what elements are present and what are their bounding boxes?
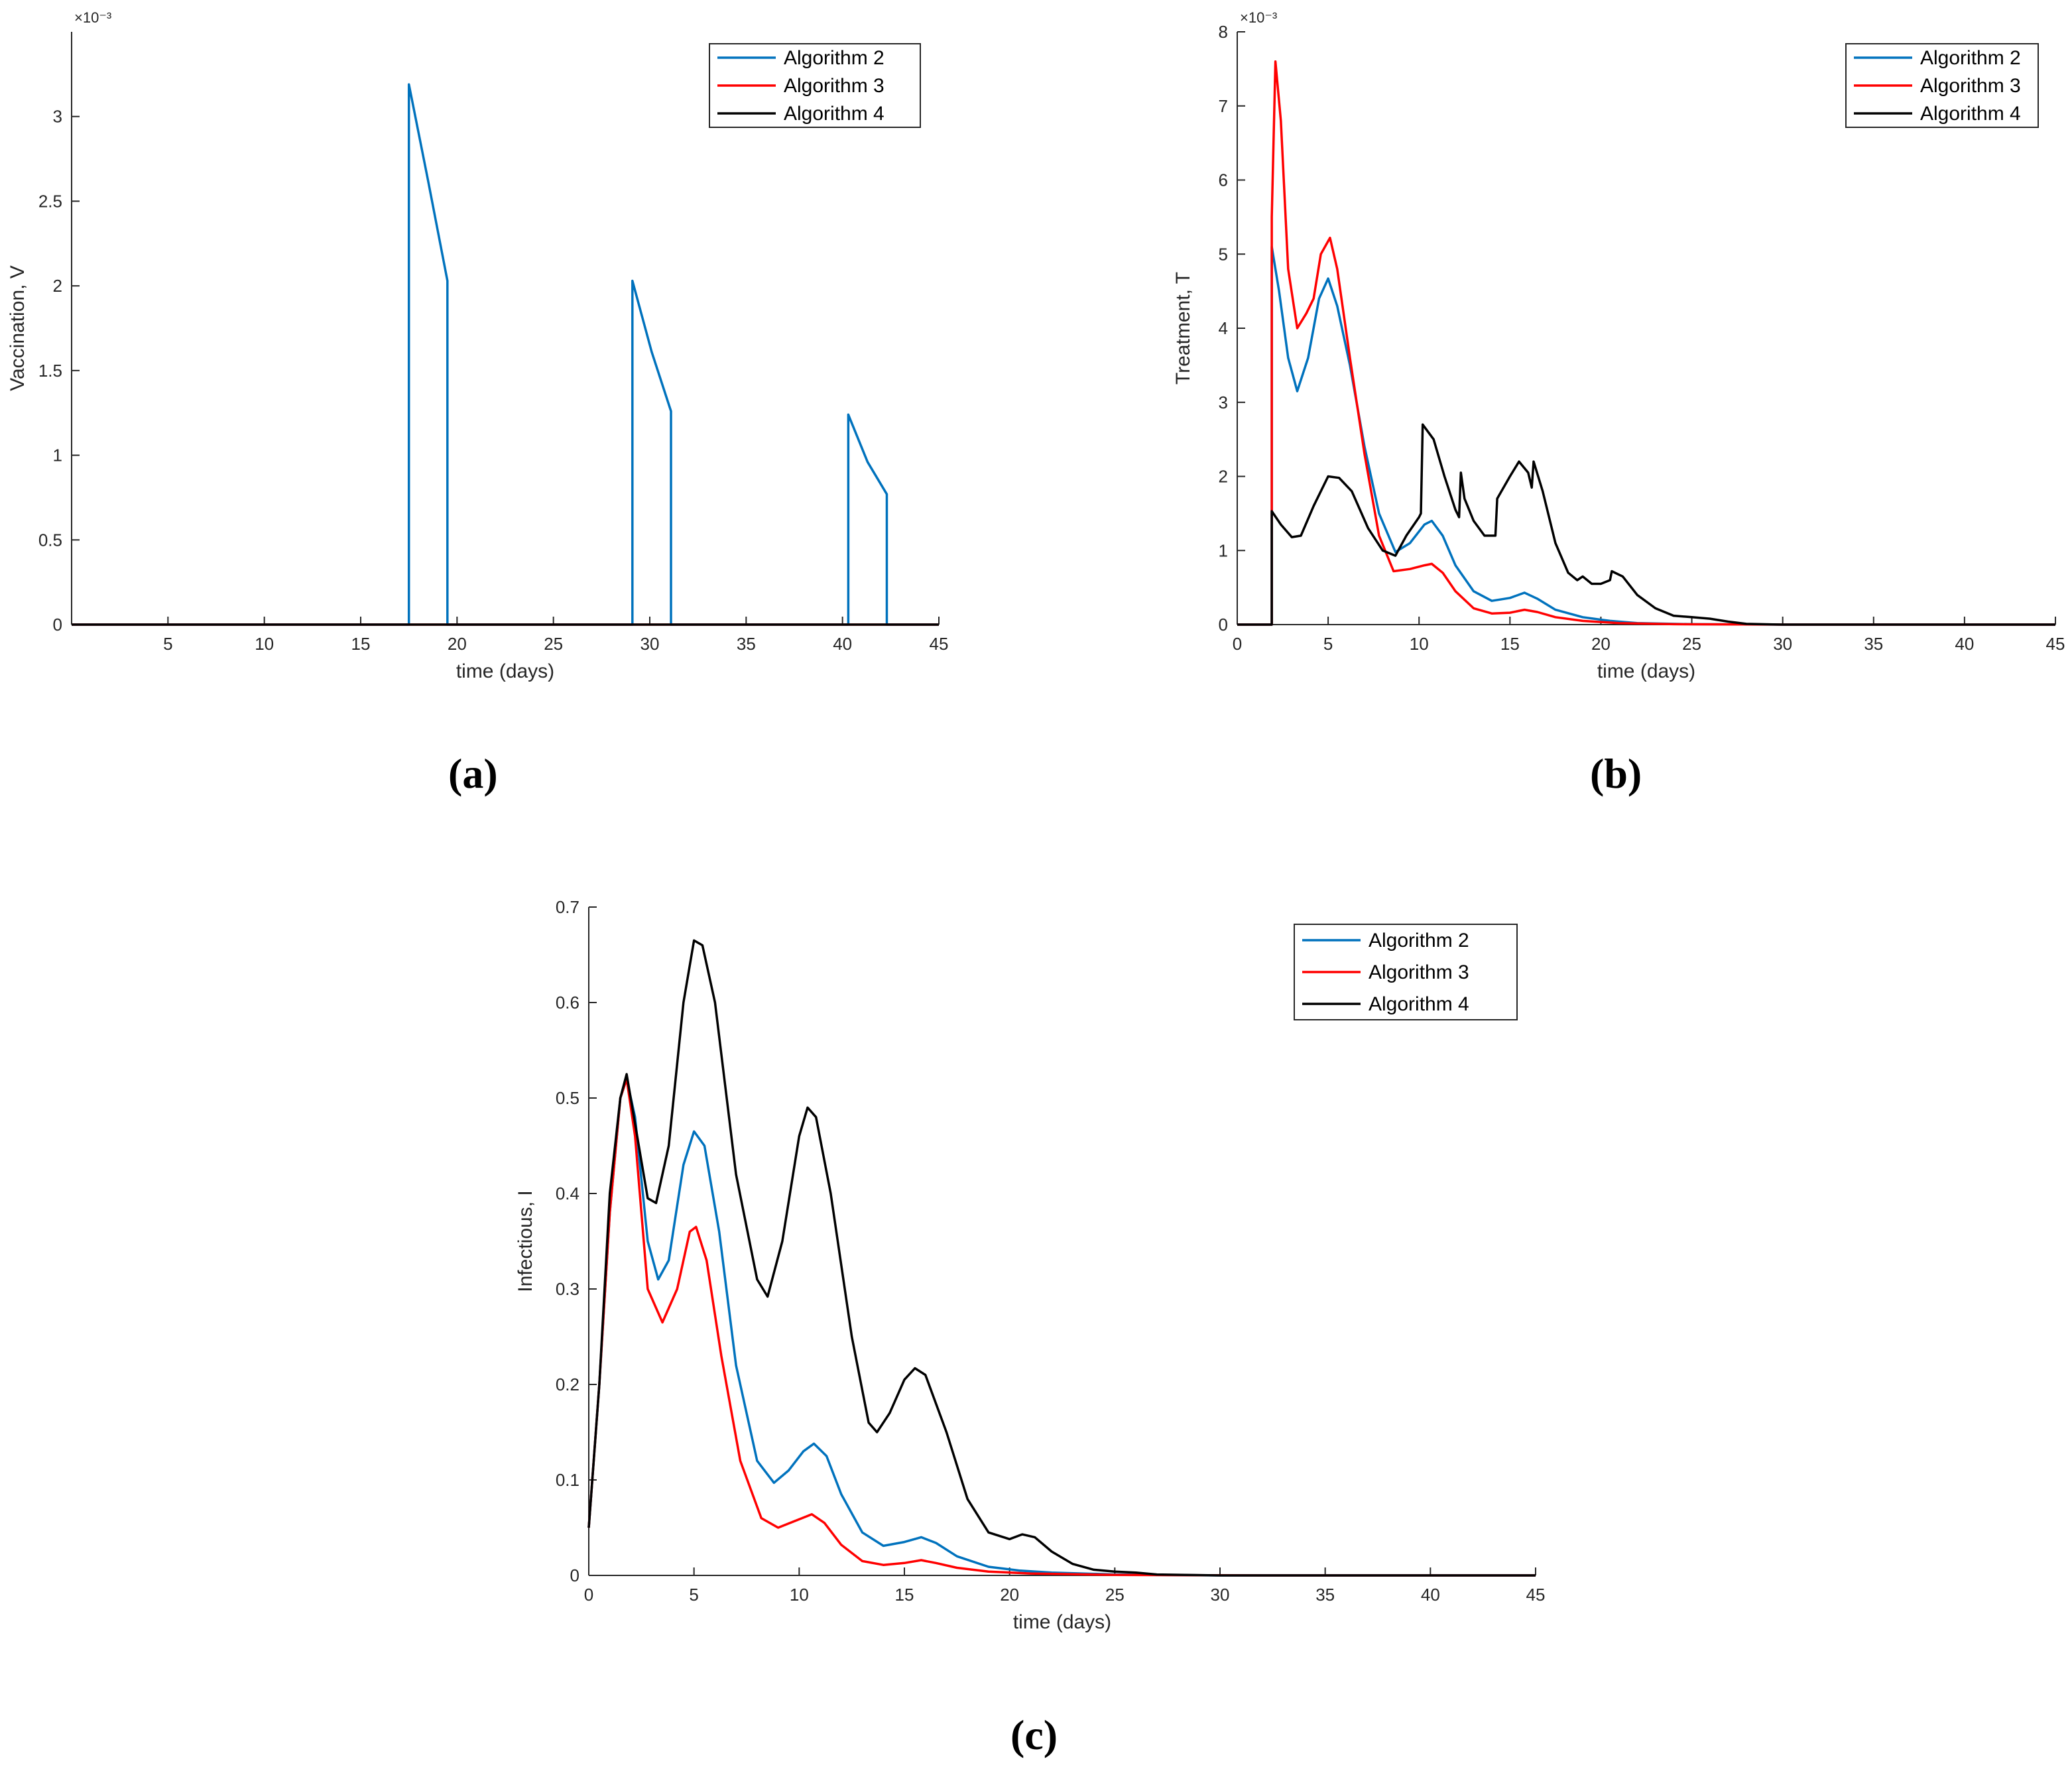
y-tick-label: 0.6 xyxy=(556,993,579,1012)
y-tick-label: 0.7 xyxy=(556,897,579,917)
y-tick-label: 0.2 xyxy=(556,1375,579,1394)
series-line-algorithm-4 xyxy=(1237,423,2055,626)
legend-entry: Algorithm 3 xyxy=(1369,961,1469,983)
y-tick-label: 6 xyxy=(1219,170,1228,190)
x-tick-label: 25 xyxy=(544,634,563,654)
y-tick-label: 1 xyxy=(53,446,62,465)
y-tick-label: 7 xyxy=(1219,96,1228,116)
y-tick-label: 0 xyxy=(53,615,62,635)
x-tick-label: 30 xyxy=(1211,1585,1230,1605)
y-exponent-label: ×10⁻³ xyxy=(74,9,111,26)
y-tick-label: 0.1 xyxy=(556,1470,579,1490)
series-line-algorithm-2 xyxy=(587,1077,1536,1577)
x-axis-label: time (days) xyxy=(1013,1611,1111,1633)
x-tick-label: 35 xyxy=(1315,1585,1335,1605)
y-exponent-label: ×10⁻³ xyxy=(1240,9,1277,26)
x-tick-label: 15 xyxy=(351,634,371,654)
x-tick-label: 40 xyxy=(833,634,852,654)
x-tick-label: 40 xyxy=(1421,1585,1440,1605)
legend-entry: Algorithm 4 xyxy=(1920,103,2021,125)
panel-label-a-text: (a) xyxy=(448,750,498,797)
legend: Algorithm 2 Algorithm 3 Algorithm 4 xyxy=(1294,924,1518,1020)
legend-entry: Algorithm 4 xyxy=(1369,993,1469,1015)
y-tick-label: 1.5 xyxy=(38,361,62,381)
series-line-algorithm-4 xyxy=(587,939,1536,1577)
x-tick-label: 25 xyxy=(1105,1585,1125,1605)
legend-entry: Algorithm 3 xyxy=(1920,75,2021,97)
y-tick-label: 8 xyxy=(1219,22,1228,42)
x-axis-label: time (days) xyxy=(1597,660,1695,682)
y-tick-label: 2.5 xyxy=(38,191,62,211)
legend: Algorithm 2 Algorithm 3 Algorithm 4 xyxy=(1845,43,2039,128)
x-tick-label: 15 xyxy=(1500,634,1520,654)
series-line-algorithm-2 xyxy=(72,83,939,626)
panel-label-c: (c) xyxy=(1010,1711,1058,1760)
chart-c: 0 5 10 15 20 25 30 35 40 45 0 0.1 0.2 0.3 0.4 0.5 0.6 0.7… xyxy=(515,897,1545,1633)
y-tick-label: 0 xyxy=(570,1565,579,1585)
panel-label-c-text: (c) xyxy=(1010,1711,1058,1758)
panel-label-a: (a) xyxy=(448,749,498,798)
y-tick-label: 3 xyxy=(1219,393,1228,412)
x-tick-label: 45 xyxy=(1526,1585,1546,1605)
x-tick-label: 0 xyxy=(1233,634,1242,654)
x-axis-label: time (days) xyxy=(456,660,554,682)
x-tick-label: 20 xyxy=(448,634,467,654)
y-tick-label: 1 xyxy=(1219,540,1228,560)
x-tick-label: 35 xyxy=(1864,634,1883,654)
y-tick-label: 0.4 xyxy=(556,1184,579,1203)
legend-entry: Algorithm 3 xyxy=(784,75,884,97)
y-tick-label: 2 xyxy=(1219,467,1228,487)
y-tick-label: 2 xyxy=(53,276,62,296)
chart-a: 5 10 15 20 25 30 35 40 45 0 0.5 1 1.5 2 2.5 3 ×10⁻³ time … xyxy=(7,9,948,682)
x-tick-label: 35 xyxy=(737,634,756,654)
series-line-algorithm-3 xyxy=(587,1077,1536,1577)
y-axis-label: Infectious, I xyxy=(515,1190,536,1292)
y-tick-label: 3 xyxy=(53,107,62,127)
x-tick-label: 25 xyxy=(1682,634,1701,654)
panel-label-b: (b) xyxy=(1590,749,1642,798)
x-tick-label: 5 xyxy=(1323,634,1333,654)
y-tick-label: 0.5 xyxy=(556,1088,579,1108)
y-tick-label: 0 xyxy=(1219,615,1228,635)
y-tick-label: 0.5 xyxy=(38,530,62,550)
x-tick-label: 0 xyxy=(584,1585,593,1605)
legend: Algorithm 2 Algorithm 3 Algorithm 4 xyxy=(709,43,921,128)
y-tick-label: 5 xyxy=(1219,244,1228,264)
x-tick-label: 30 xyxy=(1773,634,1792,654)
x-tick-label: 20 xyxy=(1000,1585,1019,1605)
x-tick-label: 10 xyxy=(1410,634,1429,654)
x-tick-label: 15 xyxy=(895,1585,914,1605)
x-tick-label: 5 xyxy=(163,634,172,654)
series-line-algorithm-3 xyxy=(1237,60,2055,626)
x-tick-label: 20 xyxy=(1591,634,1611,654)
legend-entry: Algorithm 2 xyxy=(784,47,884,69)
x-tick-label: 30 xyxy=(640,634,660,654)
x-tick-label: 10 xyxy=(255,634,274,654)
x-tick-label: 10 xyxy=(790,1585,809,1605)
y-tick-label: 0.3 xyxy=(556,1279,579,1299)
legend-entry: Algorithm 2 xyxy=(1369,930,1469,951)
y-tick-label: 4 xyxy=(1219,318,1228,338)
panel-label-b-text: (b) xyxy=(1590,750,1642,797)
x-tick-label: 45 xyxy=(2046,634,2065,654)
x-tick-label: 45 xyxy=(930,634,949,654)
legend-entry: Algorithm 4 xyxy=(784,103,884,125)
series-line-algorithm-2 xyxy=(1237,245,2055,626)
x-tick-label: 40 xyxy=(1955,634,1974,654)
legend-entry: Algorithm 2 xyxy=(1920,47,2021,69)
y-axis-label: Vaccination, V xyxy=(7,265,29,391)
y-axis-label: Treatment, T xyxy=(1172,272,1194,385)
x-tick-label: 5 xyxy=(689,1585,698,1605)
